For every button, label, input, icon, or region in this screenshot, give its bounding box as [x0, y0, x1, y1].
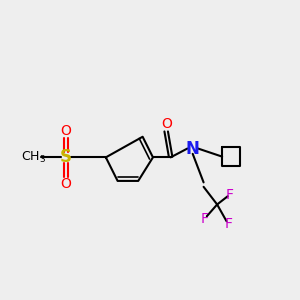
Text: F: F — [200, 212, 208, 226]
Text: F: F — [226, 188, 234, 202]
Text: N: N — [186, 140, 200, 158]
Text: O: O — [61, 124, 71, 138]
Text: O: O — [61, 177, 71, 191]
Text: O: O — [161, 117, 172, 131]
Text: F: F — [225, 217, 233, 231]
Text: S: S — [60, 148, 72, 166]
Text: CH$_3$: CH$_3$ — [21, 150, 46, 165]
